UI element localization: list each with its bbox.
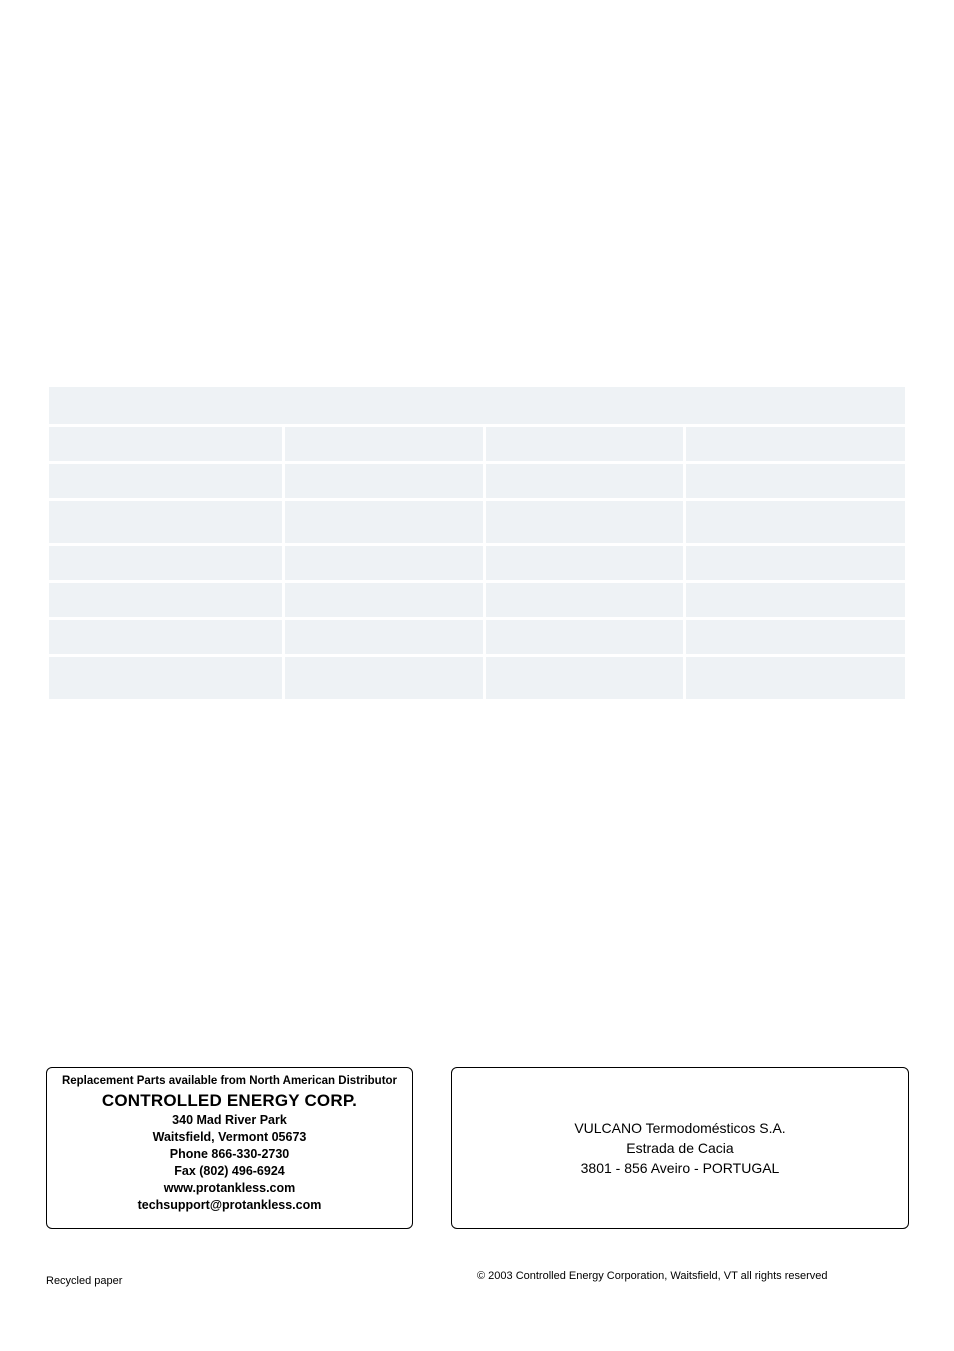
table-cell — [285, 546, 483, 580]
table-cell — [49, 427, 282, 461]
table-cell — [686, 546, 905, 580]
table-cell — [486, 427, 684, 461]
table-cell — [486, 464, 684, 498]
table-cell — [285, 427, 483, 461]
table-cell — [486, 501, 684, 543]
distributor-heading: Replacement Parts available from North A… — [47, 1074, 412, 1090]
table-cell — [285, 464, 483, 498]
table-cell — [486, 546, 684, 580]
table-cell — [49, 620, 282, 654]
table-cell — [686, 464, 905, 498]
table-cell — [486, 657, 684, 699]
table-cell — [49, 387, 905, 424]
table-row — [49, 583, 905, 617]
table-cell — [686, 620, 905, 654]
table-row — [49, 464, 905, 498]
copyright-label: © 2003 Controlled Energy Corporation, Wa… — [477, 1269, 907, 1283]
table-row — [49, 387, 905, 424]
table-row — [49, 501, 905, 543]
distributor-line: Waitsfield, Vermont 05673 — [47, 1129, 412, 1146]
distributor-company: CONTROLLED ENERGY CORP. — [47, 1090, 412, 1113]
manufacturer-line: 3801 - 856 Aveiro - PORTUGAL — [581, 1158, 780, 1178]
distributor-line: Fax (802) 496-6924 — [47, 1163, 412, 1180]
table-cell — [285, 657, 483, 699]
distributor-line: Phone 866-330-2730 — [47, 1146, 412, 1163]
table-cell — [686, 583, 905, 617]
manufacturer-line: VULCANO Termodomésticos S.A. — [574, 1118, 785, 1138]
manufacturer-box: VULCANO Termodomésticos S.A. Estrada de … — [451, 1067, 909, 1229]
table-cell — [686, 427, 905, 461]
table-cell — [486, 620, 684, 654]
distributor-line: techsupport@protankless.com — [47, 1197, 412, 1214]
table-cell — [686, 501, 905, 543]
table-cell — [686, 657, 905, 699]
recycled-label: Recycled paper — [46, 1275, 122, 1287]
distributor-line: 340 Mad River Park — [47, 1112, 412, 1129]
table-cell — [49, 546, 282, 580]
table-cell — [49, 657, 282, 699]
table-cell — [285, 583, 483, 617]
table-cell — [285, 620, 483, 654]
table-cell — [49, 583, 282, 617]
table-row — [49, 620, 905, 654]
blank-table — [46, 384, 908, 702]
table — [46, 384, 908, 702]
table-row — [49, 546, 905, 580]
document-page: Replacement Parts available from North A… — [0, 0, 954, 1351]
distributor-box: Replacement Parts available from North A… — [46, 1067, 413, 1229]
table-cell — [285, 501, 483, 543]
table-cell — [49, 464, 282, 498]
table-cell — [49, 501, 282, 543]
table-row — [49, 427, 905, 461]
table-row — [49, 657, 905, 699]
distributor-line: www.protankless.com — [47, 1180, 412, 1197]
table-cell — [486, 583, 684, 617]
manufacturer-line: Estrada de Cacia — [626, 1138, 733, 1158]
